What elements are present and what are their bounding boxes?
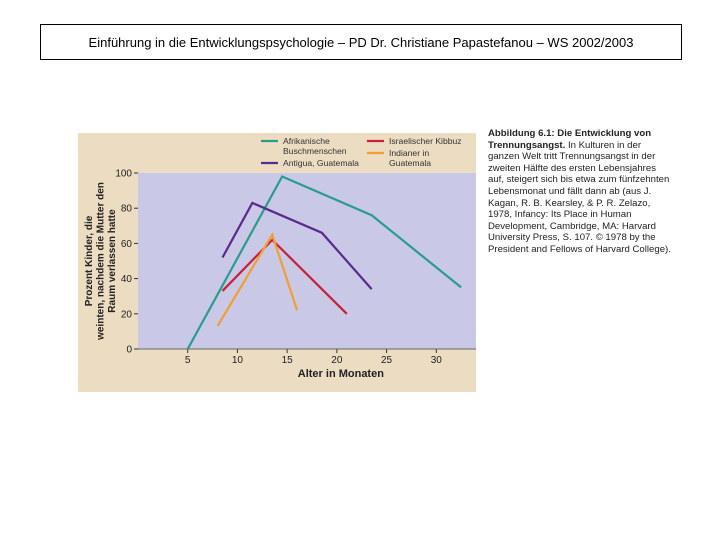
series-line (186, 175, 462, 350)
y-tick-label: 100 (115, 169, 132, 180)
x-tick-label: 5 (185, 355, 191, 366)
x-tick-label: 20 (331, 355, 343, 366)
page-header: Einführung in die Entwicklungspsychologi… (40, 24, 682, 60)
header-title: Einführung in die Entwicklungspsychologi… (88, 34, 634, 50)
y-tick-label: 40 (121, 274, 133, 285)
x-tick-label: 25 (381, 355, 393, 366)
series-lines (186, 175, 462, 350)
y-tick-label: 20 (121, 309, 133, 320)
legend: Afrikanische Buschmenschen Antigua, Guatem… (261, 136, 462, 168)
x-axis-label: Alter in Monaten (298, 368, 384, 380)
y-tick-label: 0 (126, 345, 132, 356)
legend-label: Israelischer Kibbuz (389, 136, 462, 146)
x-tick-label: 10 (232, 355, 244, 366)
series-line (221, 201, 373, 290)
caption-title: Abbildung 6.1: Die Entwicklung von Trenn… (488, 128, 652, 151)
series-line (221, 238, 348, 315)
series-line (216, 231, 299, 327)
legend-label: Afrikanische Buschmenschen (283, 136, 347, 156)
plot-area (138, 173, 486, 349)
caption-body: In Kulturen in der ganzen Welt tritt Tre… (488, 139, 671, 255)
y-tick-label: 60 (121, 239, 133, 250)
figure-panel: Afrikanische Buschmenschen Antigua, Guatem… (78, 133, 492, 392)
legend-label: Antigua, Guatemala (283, 158, 359, 168)
y-tick-label: 80 (121, 204, 133, 215)
legend-label: Indianer in Guatemala (389, 148, 431, 168)
y-axis-label: Prozent Kinder, dieweinten, nachdem die … (84, 182, 118, 341)
x-tick-label: 15 (282, 355, 294, 366)
line-chart: Afrikanische Buschmenschen Antigua, Guatem… (84, 136, 492, 380)
figure-caption: Abbildung 6.1: Die Entwicklung von Trenn… (488, 128, 674, 256)
x-tick-label: 30 (431, 355, 443, 366)
